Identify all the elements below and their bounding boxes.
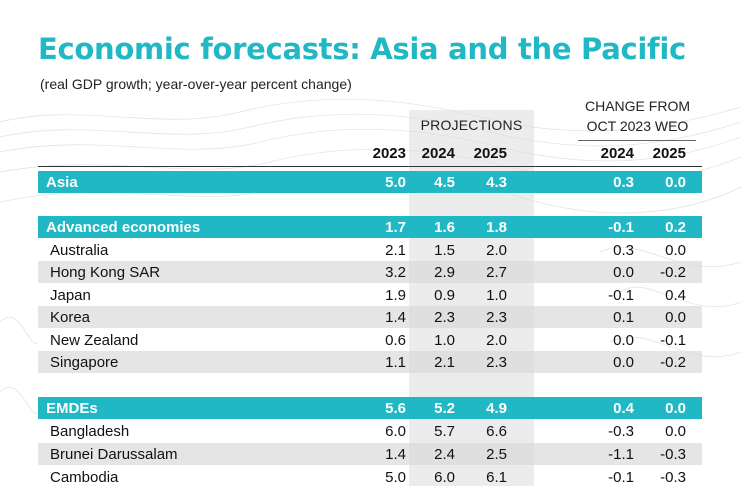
row-label: Brunei Darussalam <box>50 446 178 463</box>
table-group-row: Asia 5.0 4.5 4.3 0.3 0.0 <box>38 171 702 193</box>
row-value: 4.3 <box>486 174 507 191</box>
row-value: 2.3 <box>486 309 507 326</box>
row-value: -0.3 <box>660 446 686 463</box>
year-header-2025: 2025 <box>473 145 507 162</box>
row-value: 1.8 <box>486 219 507 236</box>
row-label: New Zealand <box>50 332 139 349</box>
row-value: 0.9 <box>434 287 455 304</box>
row-value: 1.4 <box>385 309 406 326</box>
row-value: 0.0 <box>665 174 686 191</box>
row-value: -0.1 <box>608 287 634 304</box>
row-value: 5.6 <box>385 400 406 417</box>
row-value: -0.3 <box>608 423 634 440</box>
row-value: 6.6 <box>486 423 507 440</box>
row-value: 0.0 <box>613 332 634 349</box>
table-row: Singapore 1.1 2.1 2.3 0.0 -0.2 <box>38 351 702 373</box>
row-label: Advanced economies <box>46 219 201 236</box>
row-value: -0.2 <box>660 264 686 281</box>
table-row: Hong Kong SAR 3.2 2.9 2.7 0.0 -0.2 <box>38 261 702 283</box>
row-value: 5.0 <box>385 174 406 191</box>
row-value: 5.7 <box>434 423 455 440</box>
projections-label: PROJECTIONS <box>420 117 523 133</box>
table-row: Brunei Darussalam 1.4 2.4 2.5 -1.1 -0.3 <box>38 443 702 465</box>
row-value: 4.5 <box>434 174 455 191</box>
change-label-line2: OCT 2023 WEO <box>586 118 689 134</box>
table-row: Bangladesh 6.0 5.7 6.6 -0.3 0.0 <box>38 420 702 442</box>
table-group-row: EMDEs 5.6 5.2 4.9 0.4 0.0 <box>38 397 702 419</box>
row-label: Hong Kong SAR <box>50 264 161 281</box>
row-value: 0.0 <box>613 264 634 281</box>
row-label: Singapore <box>50 354 119 371</box>
row-value: 2.4 <box>434 446 455 463</box>
row-value: 3.2 <box>385 264 406 281</box>
row-value: 0.3 <box>613 174 634 191</box>
year-header-2024: 2024 <box>421 145 455 162</box>
row-value: 2.1 <box>434 354 455 371</box>
row-value: -0.2 <box>660 354 686 371</box>
row-value: 5.0 <box>385 469 406 486</box>
row-value: 1.5 <box>434 242 455 259</box>
row-value: 2.5 <box>486 446 507 463</box>
table-row: Australia 2.1 1.5 2.0 0.3 0.0 <box>38 239 702 261</box>
row-label: Japan <box>50 287 91 304</box>
row-value: 5.2 <box>434 400 455 417</box>
row-label: EMDEs <box>46 400 98 417</box>
row-value: 6.1 <box>486 469 507 486</box>
row-label: Korea <box>50 309 91 326</box>
row-value: -0.1 <box>608 469 634 486</box>
row-value: 0.0 <box>665 400 686 417</box>
row-value: 0.0 <box>613 354 634 371</box>
row-value: -1.1 <box>608 446 634 463</box>
row-value: 2.3 <box>486 354 507 371</box>
header-rule <box>38 166 702 167</box>
row-label: Bangladesh <box>50 423 130 440</box>
row-label: Cambodia <box>50 469 119 486</box>
page-subtitle: (real GDP growth; year-over-year percent… <box>40 76 352 92</box>
page-title: Economic forecasts: Asia and the Pacific <box>38 32 686 66</box>
row-value: -0.1 <box>608 219 634 236</box>
change-header-rule <box>578 140 696 141</box>
row-value: 0.4 <box>613 400 634 417</box>
row-value: 2.3 <box>434 309 455 326</box>
row-value: 2.7 <box>486 264 507 281</box>
row-value: 0.6 <box>385 332 406 349</box>
row-value: 0.0 <box>665 423 686 440</box>
row-value: -0.3 <box>660 469 686 486</box>
table-group-row: Advanced economies 1.7 1.6 1.8 -0.1 0.2 <box>38 216 702 238</box>
table-row: New Zealand 0.6 1.0 2.0 0.0 -0.1 <box>38 329 702 351</box>
row-value: 0.0 <box>665 309 686 326</box>
row-value: 1.9 <box>385 287 406 304</box>
row-value: 1.1 <box>385 354 406 371</box>
row-value: 4.9 <box>486 400 507 417</box>
change-from-weo-label: CHANGE FROM OCT 2023 WEO <box>560 96 715 136</box>
row-value: 1.7 <box>385 219 406 236</box>
table-row: Cambodia 5.0 6.0 6.1 -0.1 -0.3 <box>38 466 702 488</box>
row-value: 0.4 <box>665 287 686 304</box>
table-row: Korea 1.4 2.3 2.3 0.1 0.0 <box>38 306 702 328</box>
row-value: 1.0 <box>486 287 507 304</box>
year-header-2023: 2023 <box>372 145 406 162</box>
row-label: Australia <box>50 242 109 259</box>
row-label: Asia <box>46 174 78 191</box>
row-value: 2.0 <box>486 242 507 259</box>
row-value: 1.6 <box>434 219 455 236</box>
row-value: 0.2 <box>665 219 686 236</box>
change-header-2024: 2024 <box>600 145 634 162</box>
row-value: 1.0 <box>434 332 455 349</box>
row-value: 2.9 <box>434 264 455 281</box>
row-value: -0.1 <box>660 332 686 349</box>
table-row: Japan 1.9 0.9 1.0 -0.1 0.4 <box>38 284 702 306</box>
row-value: 2.1 <box>385 242 406 259</box>
row-value: 2.0 <box>486 332 507 349</box>
row-value: 6.0 <box>434 469 455 486</box>
change-label-line1: CHANGE FROM <box>585 98 690 114</box>
row-value: 0.3 <box>613 242 634 259</box>
change-header-2025: 2025 <box>652 145 686 162</box>
row-value: 6.0 <box>385 423 406 440</box>
row-value: 1.4 <box>385 446 406 463</box>
row-value: 0.1 <box>613 309 634 326</box>
row-value: 0.0 <box>665 242 686 259</box>
